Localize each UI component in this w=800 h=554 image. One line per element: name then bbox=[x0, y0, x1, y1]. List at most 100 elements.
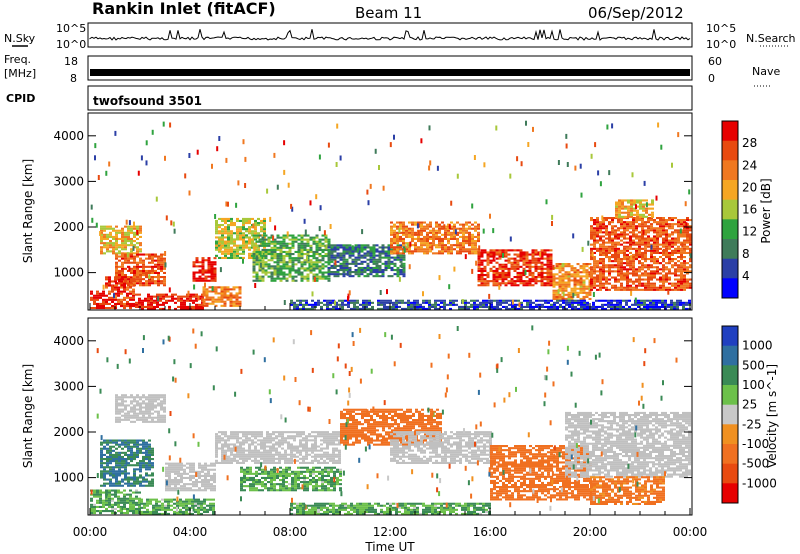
heatmap-cell bbox=[106, 439, 109, 442]
heatmap-cell bbox=[100, 443, 103, 446]
heatmap-cell bbox=[229, 296, 233, 299]
heatmap-cell bbox=[167, 512, 170, 515]
heatmap-cell bbox=[686, 272, 689, 275]
heatmap-cell bbox=[413, 301, 416, 304]
heatmap-cell bbox=[676, 299, 679, 302]
heatmap-cell bbox=[118, 464, 121, 467]
heatmap-cell bbox=[616, 303, 619, 306]
heatmap-cell bbox=[230, 238, 233, 241]
heatmap-cell bbox=[462, 229, 465, 232]
heatmap-cell bbox=[513, 249, 517, 252]
heatmap-cell bbox=[615, 203, 618, 206]
heatmap-cell bbox=[235, 298, 239, 301]
heatmap-cell bbox=[147, 305, 150, 308]
heatmap-cell bbox=[198, 305, 201, 308]
heatmap-cell bbox=[462, 244, 465, 247]
heatmap-speckle bbox=[225, 201, 228, 207]
heatmap-cell bbox=[608, 235, 611, 238]
heatmap-cell bbox=[270, 255, 274, 258]
heatmap-cell bbox=[315, 248, 319, 251]
heatmap-cell bbox=[109, 250, 112, 253]
heatmap-cell bbox=[638, 217, 641, 220]
heatmap-cell bbox=[139, 259, 142, 262]
heatmap-cell bbox=[599, 221, 602, 224]
heatmap-cell bbox=[130, 242, 133, 245]
heatmap-cell bbox=[366, 258, 370, 261]
heatmap-cell bbox=[118, 269, 121, 272]
heatmap-cell bbox=[118, 282, 121, 285]
heatmap-cell bbox=[109, 439, 112, 442]
heatmap-cell bbox=[248, 240, 251, 243]
heatmap-cell bbox=[621, 205, 624, 208]
heatmap-cell bbox=[562, 305, 565, 308]
heatmap-cell bbox=[161, 508, 164, 511]
heatmap-cell bbox=[435, 225, 438, 228]
heatmap-cell bbox=[432, 252, 435, 255]
heatmap-cell bbox=[155, 510, 158, 513]
heatmap-cell bbox=[571, 307, 574, 310]
heatmap-cell bbox=[653, 251, 656, 254]
heatmap-cell bbox=[318, 277, 322, 280]
heatmap-cell bbox=[496, 303, 499, 306]
heatmap-cell bbox=[127, 480, 130, 483]
heatmap-cell bbox=[121, 252, 124, 255]
heatmap-speckle bbox=[306, 255, 308, 261]
heatmap-cell bbox=[624, 207, 627, 210]
heatmap-cell bbox=[341, 299, 344, 302]
heatmap-cell bbox=[646, 303, 649, 306]
heatmap-cell bbox=[303, 267, 307, 270]
heatmap-cell bbox=[573, 281, 577, 284]
heatmap-cell bbox=[133, 269, 136, 272]
heatmap-cell bbox=[620, 282, 623, 285]
heatmap-cell bbox=[227, 250, 230, 253]
heatmap-cell bbox=[656, 288, 659, 291]
heatmap-cell bbox=[477, 269, 481, 272]
heatmap-cell bbox=[474, 244, 477, 247]
heatmap-cell bbox=[662, 221, 665, 224]
heatmap-cell bbox=[580, 303, 583, 306]
heatmap-speckle bbox=[188, 153, 191, 158]
heatmap-cell bbox=[486, 280, 490, 283]
heatmap-cell bbox=[93, 294, 96, 297]
heatmap-cell bbox=[202, 302, 206, 305]
heatmap-cell bbox=[505, 307, 508, 310]
heatmap-cell bbox=[645, 209, 648, 212]
heatmap-speckle bbox=[688, 189, 691, 195]
heatmap-cell bbox=[136, 261, 139, 264]
heatmap-cell bbox=[683, 286, 686, 289]
heatmap-cell bbox=[173, 510, 176, 513]
heatmap-cell bbox=[653, 227, 656, 230]
heatmap-cell bbox=[604, 303, 607, 306]
heatmap-cell bbox=[202, 290, 206, 293]
heatmap-cell bbox=[258, 277, 262, 280]
heatmap-cell bbox=[151, 267, 154, 270]
heatmap-cell bbox=[102, 292, 105, 295]
heatmap-cell bbox=[276, 273, 280, 276]
heatmap-cell bbox=[318, 253, 322, 256]
heatmap-cell bbox=[619, 303, 622, 306]
heatmap-cell bbox=[205, 290, 209, 293]
heatmap-cell bbox=[638, 270, 641, 273]
heatmap-cell bbox=[489, 267, 493, 270]
heatmap-cell bbox=[396, 246, 399, 249]
heatmap-cell bbox=[221, 240, 224, 243]
heatmap-cell bbox=[644, 225, 647, 228]
heatmap-cell bbox=[629, 221, 632, 224]
heatmap-cell bbox=[680, 235, 683, 238]
heatmap-cell bbox=[438, 229, 441, 232]
heatmap-cell bbox=[124, 274, 127, 277]
heatmap-cell bbox=[383, 307, 386, 310]
heatmap-cell bbox=[638, 243, 641, 246]
heatmap-cell bbox=[202, 304, 206, 307]
heatmap-cell bbox=[369, 271, 373, 274]
heatmap-speckle bbox=[592, 292, 595, 297]
heatmap-cell bbox=[651, 207, 654, 210]
heatmap-cell bbox=[197, 502, 200, 505]
heatmap-cell bbox=[629, 278, 632, 281]
heatmap-cell bbox=[217, 296, 221, 299]
heatmap-cell bbox=[387, 256, 391, 259]
heatmap-cell bbox=[420, 240, 423, 243]
heatmap-cell bbox=[547, 305, 550, 308]
heatmap-cell bbox=[135, 303, 138, 306]
heatmap-cell bbox=[381, 246, 385, 249]
